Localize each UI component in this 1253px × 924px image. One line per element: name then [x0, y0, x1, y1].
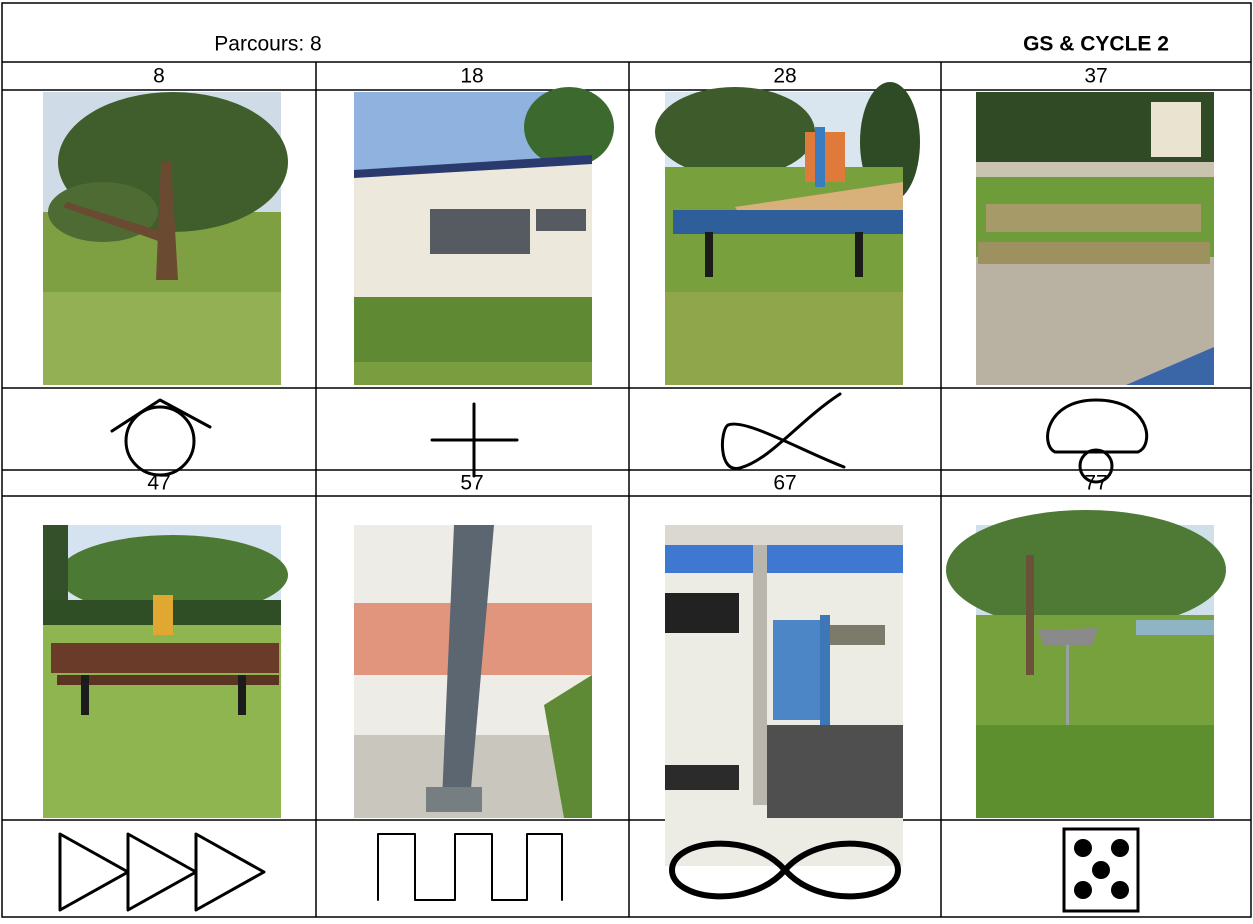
shape — [1136, 620, 1214, 635]
shape — [1111, 881, 1129, 899]
shape — [430, 209, 530, 254]
shape — [820, 615, 830, 725]
table-grid — [2, 61, 1251, 917]
symbol-square-wave — [377, 833, 563, 901]
photo-feeder — [946, 510, 1226, 818]
photo-building — [354, 87, 614, 385]
symbol-fish — [720, 392, 846, 470]
shape — [1078, 448, 1114, 484]
photo-blue-door — [665, 525, 903, 866]
shape — [773, 620, 823, 720]
shape — [153, 595, 173, 635]
shape — [830, 625, 885, 645]
shape — [536, 209, 586, 231]
shape — [354, 155, 592, 178]
shape — [354, 362, 592, 385]
shape — [524, 87, 614, 167]
shape — [426, 787, 482, 812]
shape — [1046, 398, 1149, 454]
shape — [978, 242, 1210, 264]
shape — [156, 162, 178, 280]
shape — [544, 675, 592, 818]
shape — [1151, 102, 1201, 157]
photo-pole — [354, 525, 592, 818]
photo-park-bench — [43, 525, 288, 818]
symbol-circle-roof — [110, 398, 212, 477]
photo-tree — [43, 92, 288, 385]
symbol-dice — [1062, 827, 1140, 913]
shape — [124, 405, 196, 477]
symbol-triangles — [58, 832, 266, 912]
shape — [767, 725, 903, 818]
cell-number: 18 — [460, 65, 483, 88]
shape — [669, 840, 901, 900]
header-title: Parcours: 8 — [214, 33, 321, 56]
shape — [57, 675, 279, 685]
shape — [110, 398, 212, 433]
shape — [1126, 347, 1214, 385]
shape — [665, 292, 903, 385]
shape — [655, 87, 815, 177]
cell-number: 47 — [147, 472, 170, 495]
cell-number: 67 — [773, 472, 796, 495]
cell-number: 8 — [153, 65, 165, 88]
photo-playground-bench — [655, 82, 920, 385]
shape — [377, 833, 563, 901]
shape — [665, 593, 739, 633]
shape — [43, 292, 281, 385]
shape — [705, 232, 713, 277]
shape — [58, 832, 266, 912]
shape — [81, 675, 89, 715]
shape — [946, 510, 1226, 630]
cell-number: 57 — [460, 472, 483, 495]
shape — [976, 725, 1214, 818]
photo-wooden-bench — [976, 92, 1214, 385]
header-level: GS & CYCLE 2 — [1023, 33, 1169, 56]
shape — [1026, 555, 1034, 675]
shape — [1111, 839, 1129, 857]
shape — [1074, 881, 1092, 899]
shape — [442, 525, 494, 800]
shape — [665, 525, 903, 545]
shape — [58, 535, 288, 615]
shape — [976, 257, 1214, 385]
shape — [1038, 628, 1098, 645]
cell-number: 37 — [1084, 65, 1107, 88]
shape — [815, 127, 825, 187]
shape — [673, 210, 903, 234]
symbol-infinity — [669, 840, 901, 900]
shape — [1074, 839, 1092, 857]
shape — [430, 402, 519, 478]
shape — [51, 643, 279, 673]
cell-number: 28 — [773, 65, 796, 88]
shape — [63, 202, 163, 242]
symbol-cross — [430, 402, 519, 478]
shape — [720, 392, 846, 470]
shape — [1066, 645, 1069, 770]
shape — [1092, 861, 1110, 879]
shape — [855, 232, 863, 277]
shape — [753, 545, 767, 805]
shape — [238, 675, 246, 715]
shape — [665, 765, 739, 790]
shape — [986, 204, 1201, 232]
symbol-mushroom — [1046, 398, 1149, 484]
